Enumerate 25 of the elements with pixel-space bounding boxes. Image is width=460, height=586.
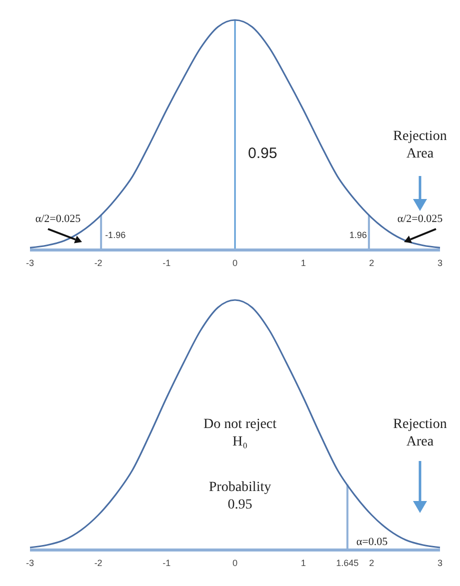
x-tick-label: 2 (369, 558, 374, 568)
annotation: Rejection Area (393, 417, 447, 450)
x-tick-label: 3 (437, 258, 443, 268)
ref-line-label: -1.96 (105, 230, 126, 240)
x-tick-label: 1 (300, 258, 306, 268)
x-tick-label: 3 (437, 558, 443, 568)
annotation: α=0.05 (356, 536, 388, 548)
annotation: α/2=0.025 (397, 213, 444, 225)
x-tick-label: -3 (26, 558, 34, 568)
annotation: Probability 0.95 (208, 480, 272, 512)
x-tick-label: -2 (94, 258, 102, 268)
x-tick-label: 2 (369, 258, 374, 268)
x-tick-label: -3 (26, 258, 34, 268)
x-tick-label: -1 (162, 558, 171, 568)
x-tick-label: 0 (232, 258, 238, 268)
x-tick-label: 1.645 (336, 558, 359, 568)
x-tick-label: -1 (162, 258, 171, 268)
annotation: Do not reject H₀ (203, 417, 277, 450)
annotation: 0.95 (248, 145, 278, 162)
x-tick-label: 1 (300, 558, 306, 568)
x-tick-label: 0 (232, 558, 238, 568)
ref-line-label: 1.96 (349, 230, 367, 240)
annotation: α/2=0.025 (35, 213, 82, 225)
x-tick-label: -2 (94, 558, 102, 568)
annotation: Rejection Area (393, 129, 447, 162)
